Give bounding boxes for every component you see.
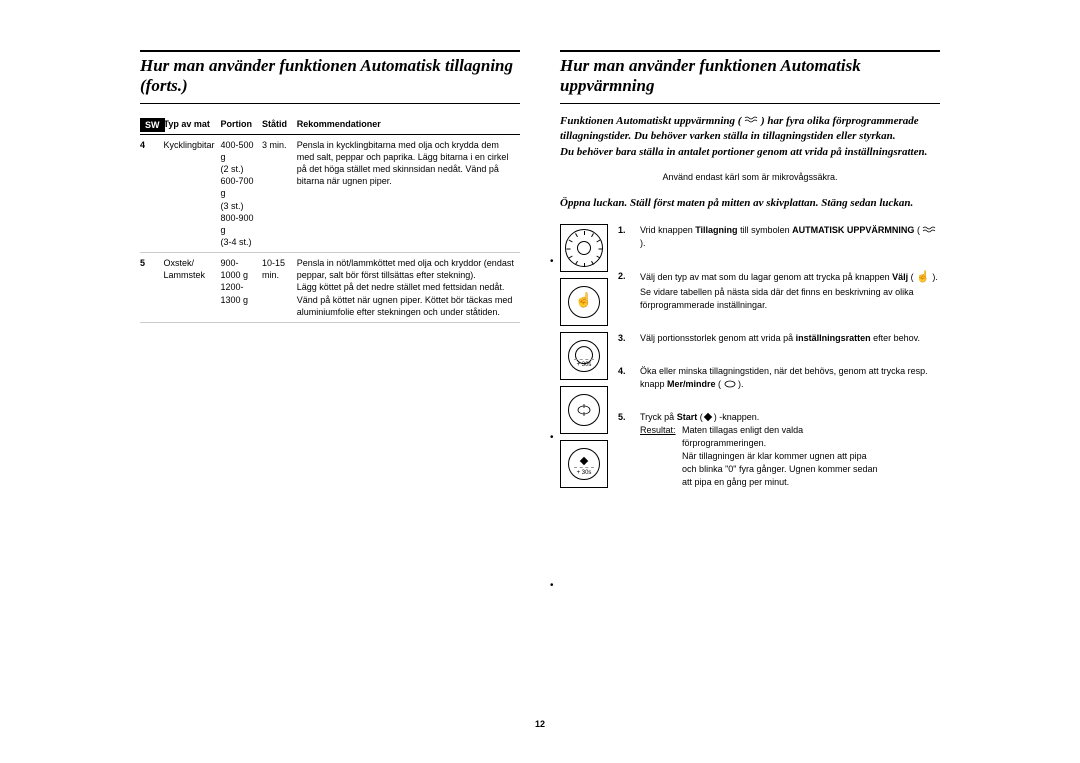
cell-rek: Pensla in nöt/lammköttet med olja och kr… [297,253,520,323]
more-less-icon [560,386,608,434]
cell-rek: Pensla in kycklingbitarna med olja och k… [297,134,520,252]
cell-typ: Kycklingbitar [164,134,221,252]
select-button-icon: ☝ [560,278,608,326]
cell-statid: 3 min. [262,134,297,252]
cell-typ: Oxstek/ Lammstek [164,253,221,323]
left-column: Hur man använder funktionen Automatisk t… [140,50,520,509]
step-num: 2. [618,270,630,312]
safety-note: Använd endast kärl som är mikrovågssäkra… [560,172,940,182]
th-typ: Typ av mat [164,114,221,135]
step-3: 3. Välj portionsstorlek genom att vrida … [618,332,940,345]
step-num: 1. [618,224,630,250]
bullet-dot: • [550,432,554,443]
start-button-icon: + 30s [560,440,608,488]
cell-kod: 4 [140,134,164,252]
step-2: 2. Välj den typ av mat som du lagar geno… [618,270,940,312]
cell-kod: 5 [140,253,164,323]
step-text: Välj den typ av mat som du lagar genom a… [640,270,940,312]
step-num: 5. [618,411,630,489]
table-row: 4 Kycklingbitar 400-500 g (2 st.) 600-70… [140,134,520,252]
th-portion: Portion [221,114,263,135]
setting-dial-icon: + 30s [560,332,608,380]
step-text: Välj portionsstorlek genom att vrida på … [640,332,940,345]
intro-text: Funktionen Automatiskt uppvärmning ( ) h… [560,114,940,160]
step-4: 4. Öka eller minska tillagningstiden, nä… [618,365,940,391]
cell-portion: 900-1000 g 1200-1300 g [221,253,263,323]
step-5: 5. Tryck på Start ( ) -knappen. Resultat… [618,411,940,489]
cell-portion: 400-500 g (2 st.) 600-700 g (3 st.) 800-… [221,134,263,252]
right-header: Hur man använder funktionen Automatisk u… [560,50,940,104]
cell-statid: 10-15 min. [262,253,297,323]
step-icons-column: ☝ + 30s + 30s [560,224,608,510]
bullet-dot: • [550,580,554,591]
intro-part1: Funktionen Automatiskt uppvärmning ( [560,115,741,127]
th-rek: Rekommendationer [297,114,520,135]
sw-badge: SW [140,118,165,132]
th-statid: Ståtid [262,114,297,135]
step-list: 1. Vrid knappen Tillagning till symbolen… [618,224,940,510]
cooking-table: Kod Typ av mat Portion Ståtid Rekommenda… [140,114,520,323]
step-text: Vrid knappen Tillagning till symbolen AU… [640,224,940,250]
intro-part3: Du behöver bara ställa in antalet portio… [560,146,927,158]
left-header: Hur man använder funktionen Automatisk t… [140,50,520,104]
step-num: 4. [618,365,630,391]
step-num: 3. [618,332,630,345]
step-text: Tryck på Start ( ) -knappen. Resultat: M… [640,411,940,489]
table-row: 5 Oxstek/ Lammstek 900-1000 g 1200-1300 … [140,253,520,323]
steps-container: ☝ + 30s + 30s 1. Vrid knappen Tilla [560,224,940,510]
bullet-dot: • [550,256,554,267]
waves-icon [744,114,758,129]
result-label: Resultat: [640,425,676,435]
step-1: 1. Vrid knappen Tillagning till symbolen… [618,224,940,250]
result-text: Maten tillagas enligt den valda förprogr… [682,424,882,489]
dial-icon [560,224,608,272]
step-intro: Öppna luckan. Ställ först maten på mitte… [560,196,940,211]
page-number: 12 [535,719,545,729]
step-text: Öka eller minska tillagningstiden, när d… [640,365,940,391]
right-column: Hur man använder funktionen Automatisk u… [560,50,940,509]
